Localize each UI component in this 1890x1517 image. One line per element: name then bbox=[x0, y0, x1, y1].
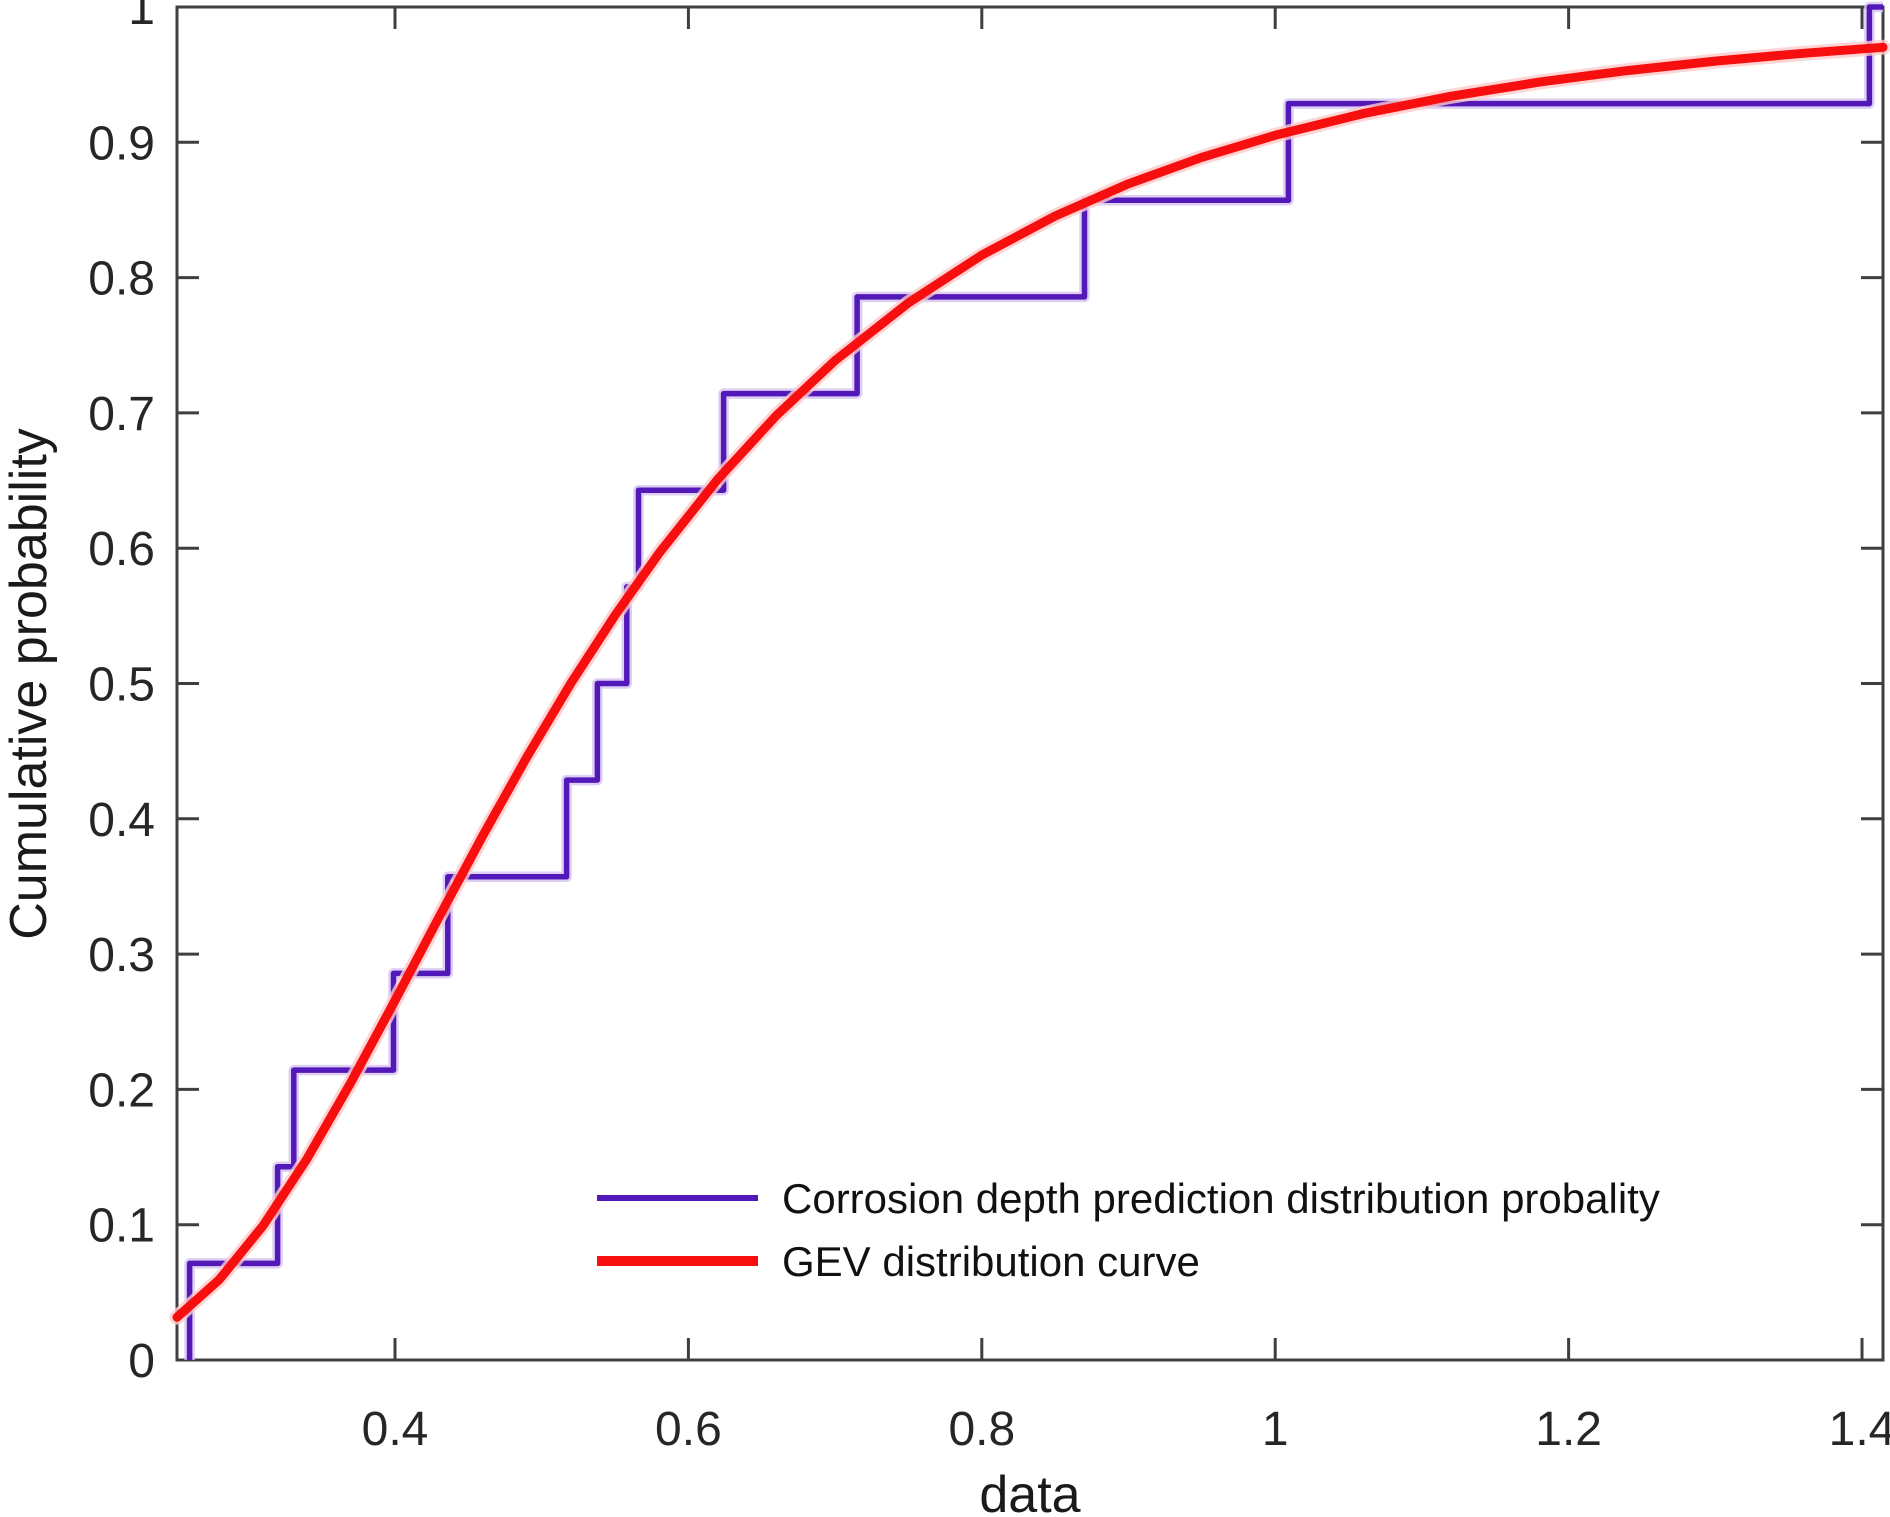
y-axis-label: Cumulative probability bbox=[0, 428, 58, 940]
y-tick-label: 0.8 bbox=[88, 253, 155, 306]
y-tick-label: 0.9 bbox=[88, 117, 155, 170]
series-layer bbox=[169, 1, 1890, 1360]
x-tick-label: 0.4 bbox=[362, 1403, 429, 1456]
x-tick-label: 1.4 bbox=[1829, 1403, 1890, 1456]
gev-curve-line bbox=[172, 42, 1888, 1322]
y-tick-label: 1 bbox=[128, 0, 155, 35]
ecdf-step-line-halo bbox=[184, 1, 1883, 1360]
x-tick-label: 1.2 bbox=[1535, 1403, 1602, 1456]
x-tick-label: 1 bbox=[1262, 1403, 1289, 1456]
legend-label-gev: GEV distribution curve bbox=[782, 1238, 1200, 1285]
axes-layer: 0.4 0.6 0.8 1 1.2 1.4 0 0.1 0.2 0.3 0.4 0.5 0.6 0.7 0.… bbox=[88, 0, 1890, 1456]
x-tick-label: 0.8 bbox=[948, 1403, 1015, 1456]
ecdf-step-line bbox=[186, 4, 1883, 1360]
x-tick-label: 0.6 bbox=[655, 1403, 722, 1456]
x-axis-label: data bbox=[979, 1466, 1080, 1517]
y-tick-label: 0.3 bbox=[88, 929, 155, 982]
y-tick-label: 0.2 bbox=[88, 1064, 155, 1117]
y-tick-label: 0.7 bbox=[88, 388, 155, 441]
y-tick-label: 0.6 bbox=[88, 523, 155, 576]
legend: Corrosion depth prediction distribution … bbox=[597, 1175, 1660, 1285]
y-tick-label: 0.4 bbox=[88, 794, 155, 847]
plot-frame bbox=[175, 5, 1885, 1362]
y-tick-label: 0.1 bbox=[88, 1200, 155, 1253]
y-tick-label: 0.5 bbox=[88, 659, 155, 712]
legend-label-ecdf: Corrosion depth prediction distribution … bbox=[782, 1175, 1660, 1222]
y-tick-label: 0 bbox=[128, 1335, 155, 1388]
gev-curve-line-halo bbox=[169, 39, 1890, 1325]
